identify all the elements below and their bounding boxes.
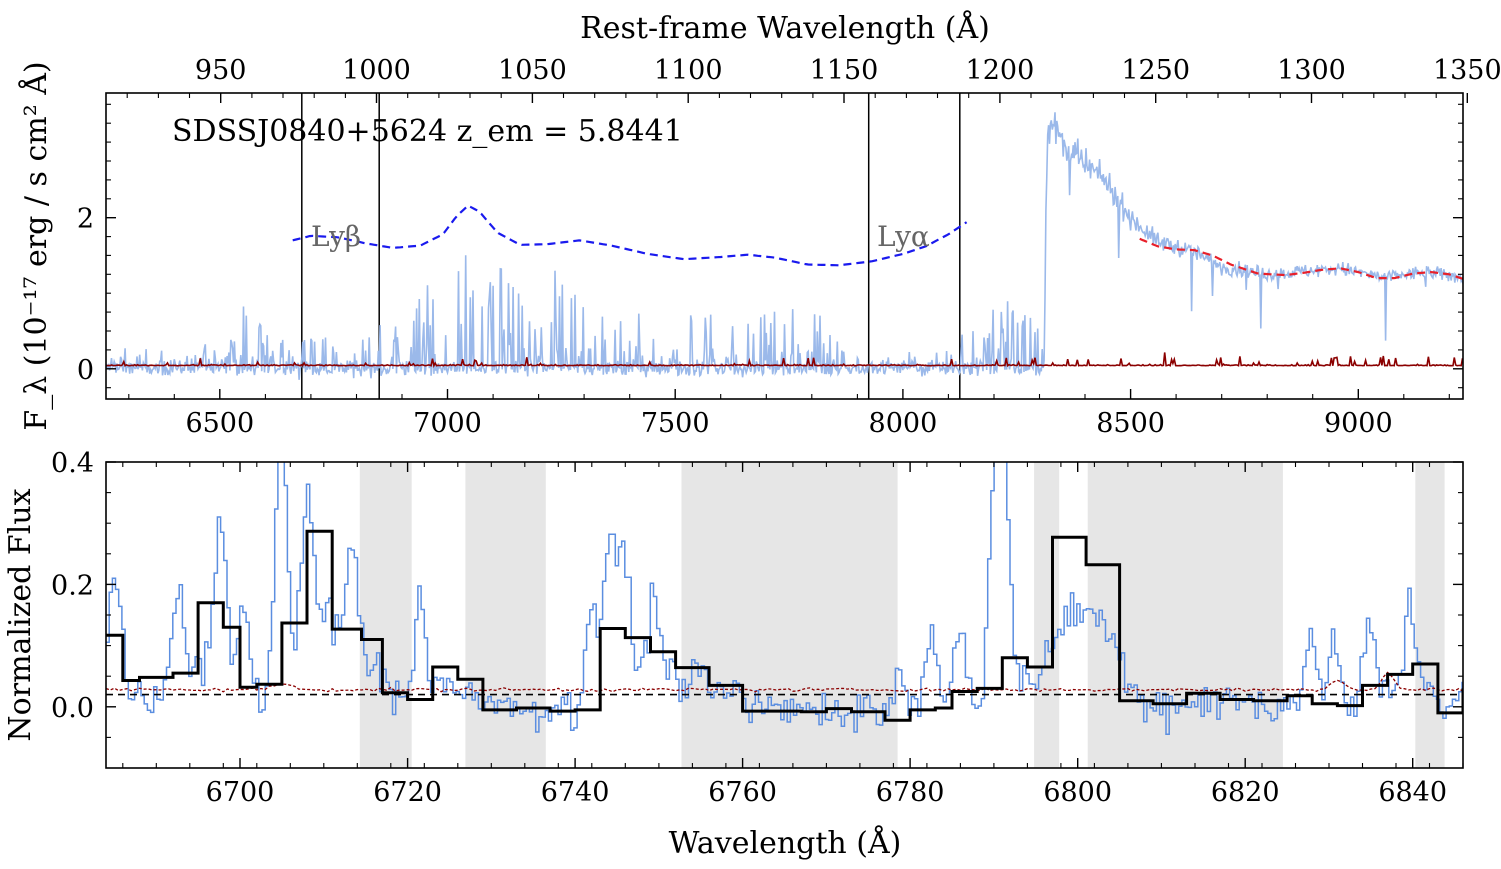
x-tick-label: 6720 <box>373 777 442 808</box>
masked-region <box>1415 462 1445 768</box>
y-tick-label: 0.2 <box>51 570 94 601</box>
bottom-zoom-panel: 6700 6720 6740 6760 6780 6800 6820 6840 0.0 0.2 0.… <box>3 448 1464 861</box>
wavelength-axis-label: Wavelength (Å) <box>669 825 902 861</box>
bottom-panel-ticks: 6700 6720 6740 6760 6780 6800 6820 6840 0.0 0.2 0.… <box>51 448 1464 808</box>
top-spectrum-panel: Lyβ Lyα SDSSJ0840+5624 z_em = 5.8441 650… <box>18 10 1501 439</box>
x-tick-label: 6500 <box>185 408 254 439</box>
x-tick-label: 6820 <box>1211 777 1280 808</box>
rest-frame-tick-label: 1300 <box>1277 55 1346 86</box>
y-tick-label: 0 <box>77 355 94 386</box>
continuum-fit-blue <box>292 204 968 267</box>
binned-flux-line <box>106 529 1463 722</box>
rest-frame-tick-label: 1100 <box>654 55 723 86</box>
x-tick-label: 6840 <box>1378 777 1447 808</box>
object-name: SDSSJ0840+5624 <box>172 114 447 149</box>
lyb-label: Lyβ <box>311 220 361 253</box>
continuum-fit-red <box>1139 237 1463 280</box>
masked-regions <box>359 462 1445 768</box>
rest-frame-tick-label: 1150 <box>810 55 879 86</box>
rest-frame-tick-label: 950 <box>195 55 247 86</box>
x-tick-label: 7000 <box>413 408 482 439</box>
x-tick-label: 6740 <box>541 777 610 808</box>
flux-error-line <box>106 352 1463 368</box>
rest-frame-tick-label: 1350 <box>1433 55 1501 86</box>
masked-region <box>359 462 412 768</box>
x-tick-label: 6700 <box>206 777 275 808</box>
x-tick-label: 7500 <box>641 408 710 439</box>
lya-label: Lyα <box>877 220 930 253</box>
y-tick-label: 0.0 <box>51 693 94 724</box>
normalized-flux-line <box>106 462 1463 736</box>
x-tick-label: 8000 <box>869 408 938 439</box>
y-tick-label: 0.4 <box>51 448 94 479</box>
rest-frame-tick-label: 1250 <box>1121 55 1190 86</box>
bottom-y-axis-label: Normalized Flux <box>3 488 38 741</box>
rest-frame-tick-label: 1200 <box>966 55 1035 86</box>
x-tick-label: 8500 <box>1096 408 1165 439</box>
y-tick-label: 2 <box>77 204 94 235</box>
top-y-axis-label: F_λ (10⁻¹⁷ erg / s cm² Å) <box>18 61 54 430</box>
rest-frame-tick-label: 1050 <box>498 55 567 86</box>
x-tick-label: 6780 <box>876 777 945 808</box>
masked-region <box>1034 462 1060 768</box>
object-annotation: SDSSJ0840+5624 z_em = 5.8441 <box>172 114 683 149</box>
rest-frame-tick-label: 1000 <box>342 55 411 86</box>
x-tick-label: 6800 <box>1043 777 1112 808</box>
x-tick-label: 9000 <box>1324 408 1393 439</box>
masked-region <box>1087 462 1283 768</box>
top-panel-frame <box>105 92 1464 400</box>
masked-region <box>465 462 546 768</box>
bottom-panel-frame <box>105 461 1464 769</box>
rest-frame-axis-label: Rest-frame Wavelength (Å) <box>580 10 990 46</box>
top-panel-ticks: 6500 7000 7500 8000 8500 9000 0 2 950 1000 1050 110… <box>77 55 1501 439</box>
x-tick-label: 6760 <box>708 777 777 808</box>
normalized-error-line <box>106 671 1463 693</box>
redshift-label: z_em = 5.8441 <box>457 114 683 149</box>
observed-flux-line <box>106 112 1463 380</box>
